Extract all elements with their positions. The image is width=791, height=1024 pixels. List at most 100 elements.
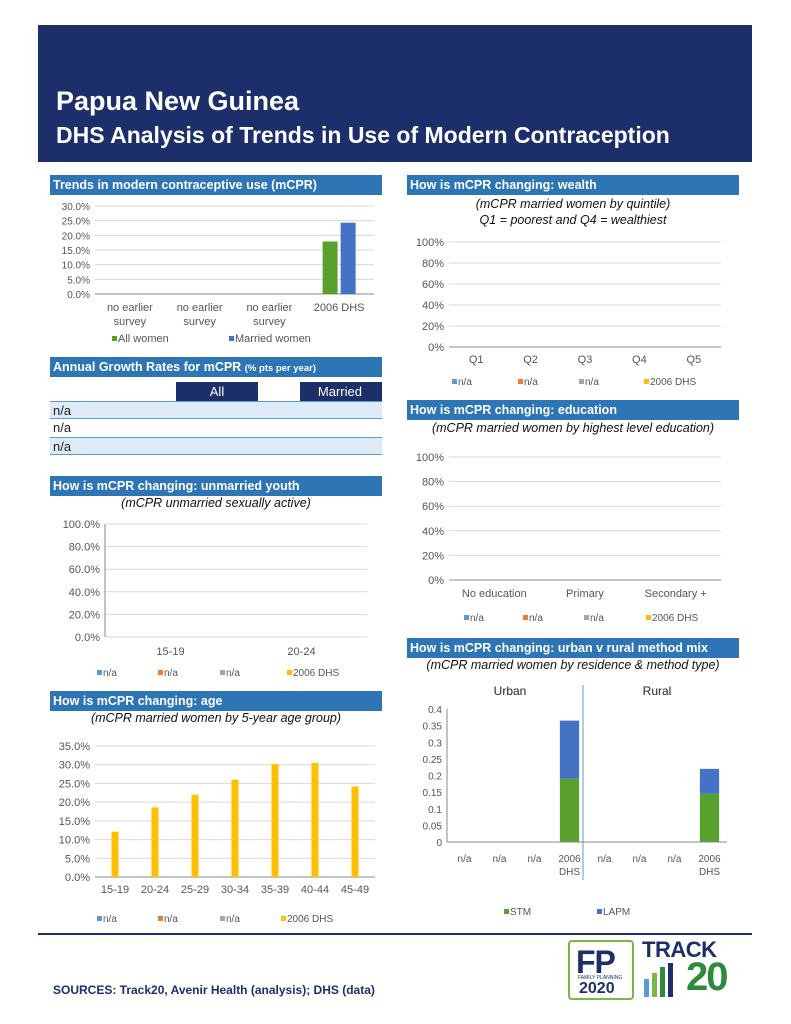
legend-swatch bbox=[158, 670, 163, 675]
legend-swatch bbox=[287, 670, 292, 675]
x-tick-label: n/a bbox=[528, 854, 542, 865]
x-tick-label: DHS bbox=[699, 867, 720, 878]
x-tick-label: 25-29 bbox=[181, 884, 209, 896]
legend-swatch bbox=[597, 909, 602, 914]
group-label-rural: Rural bbox=[643, 684, 672, 698]
y-tick-label: 20% bbox=[422, 550, 444, 562]
y-tick-label: 5.0% bbox=[67, 275, 90, 286]
y-tick-label: 15.0% bbox=[62, 246, 90, 257]
x-tick-label: No education bbox=[462, 588, 527, 600]
legend-swatch bbox=[584, 615, 589, 620]
legend-swatch bbox=[220, 916, 225, 921]
legend-label: n/a bbox=[470, 613, 484, 624]
fp-logo-letters: FP bbox=[576, 944, 616, 980]
x-tick-label: survey bbox=[253, 316, 286, 328]
legend-label: 2006 DHS bbox=[650, 377, 696, 388]
x-tick-label: Secondary + bbox=[645, 588, 707, 600]
y-tick-label: 5.0% bbox=[65, 853, 90, 865]
y-tick-label: 40% bbox=[422, 526, 444, 538]
youth-panel-header: How is mCPR changing: unmarried youth bbox=[50, 476, 382, 496]
y-tick-label: 100% bbox=[416, 237, 444, 249]
x-tick-label: survey bbox=[114, 316, 147, 328]
report-subtitle: DHS Analysis of Trends in Use of Modern … bbox=[56, 122, 670, 148]
age-chart: 0.0% 5.0% 10.0% 15.0% 20.0% 25.0% 30.0% 35.0% 15… bbox=[59, 741, 375, 925]
growth-title-unit: (% pts per year) bbox=[244, 363, 316, 374]
legend-label: n/a bbox=[226, 668, 240, 679]
y-tick-label: 30.0% bbox=[59, 760, 90, 772]
x-tick-label: Q3 bbox=[578, 354, 593, 366]
legend-swatch bbox=[220, 670, 225, 675]
x-tick-label: 15-19 bbox=[156, 646, 184, 658]
legend-swatch bbox=[97, 916, 102, 921]
legend-label: n/a bbox=[164, 668, 178, 679]
x-tick-label: n/a bbox=[633, 854, 647, 865]
footer-divider bbox=[38, 933, 752, 935]
method-chart: 0 0.05 0.1 0.15 0.2 0.25 0.3 0.35 0.4 n/a n/a n/a 20… bbox=[423, 684, 727, 918]
x-tick-label: 35-39 bbox=[261, 884, 289, 896]
track20-logo: TRACK 20 bbox=[640, 937, 748, 999]
legend-label: Married women bbox=[235, 333, 311, 345]
x-tick-label: no earlier bbox=[177, 302, 223, 314]
x-tick-label: 20-24 bbox=[287, 646, 315, 658]
sources-text: SOURCES: Track20, Avenir Health (analysi… bbox=[53, 983, 375, 997]
age-panel-header: How is mCPR changing: age bbox=[50, 691, 382, 711]
y-tick-label: 40% bbox=[422, 300, 444, 312]
fp-logo-tagline: FAMILY PLANNING bbox=[578, 975, 623, 981]
y-tick-label: 0.3 bbox=[428, 738, 442, 749]
wealth-panel-header: How is mCPR changing: wealth bbox=[407, 175, 739, 195]
legend-swatch bbox=[452, 379, 457, 384]
x-tick-label: 15-19 bbox=[101, 884, 129, 896]
legend-label: 2006 DHS bbox=[652, 613, 698, 624]
x-tick-label: survey bbox=[183, 316, 216, 328]
y-tick-label: 10.0% bbox=[59, 835, 90, 847]
legend-label: n/a bbox=[164, 914, 178, 925]
y-tick-label: 25.0% bbox=[59, 778, 90, 790]
age-subtitle: (mCPR married women by 5-year age group) bbox=[90, 711, 342, 725]
growth-col-all: All bbox=[176, 382, 258, 401]
bar-stm bbox=[699, 793, 720, 842]
method-subtitle: (mCPR married women by residence & metho… bbox=[426, 658, 720, 672]
growth-panel-header: Annual Growth Rates for mCPR (% pts per … bbox=[50, 357, 382, 377]
y-tick-label: 0.15 bbox=[423, 788, 443, 799]
y-tick-label: 15.0% bbox=[59, 816, 90, 828]
x-tick-label: n/a bbox=[668, 854, 682, 865]
bar bbox=[191, 794, 199, 877]
y-tick-label: 80.0% bbox=[69, 542, 100, 554]
x-tick-label: n/a bbox=[493, 854, 507, 865]
education-panel-header: How is mCPR changing: education bbox=[407, 400, 739, 420]
legend-label: All women bbox=[118, 333, 169, 345]
method-panel-header: How is mCPR changing: urban v rural meth… bbox=[407, 638, 739, 658]
x-tick-label: no earlier bbox=[246, 302, 292, 314]
bar bbox=[271, 763, 279, 877]
wealth-subtitle-note: Q1 = poorest and Q4 = wealthiest bbox=[479, 213, 667, 227]
y-tick-label: 0.4 bbox=[428, 705, 442, 716]
legend-label: n/a bbox=[524, 377, 538, 388]
y-tick-label: 20.0% bbox=[69, 609, 100, 621]
growth-row: n/a bbox=[50, 437, 382, 455]
legend-swatch bbox=[523, 615, 528, 620]
y-tick-label: 60% bbox=[422, 279, 444, 291]
growth-col-married: Married bbox=[300, 382, 382, 401]
legend-label: 2006 DHS bbox=[287, 914, 333, 925]
x-tick-label: Q2 bbox=[523, 354, 538, 366]
legend-swatch bbox=[112, 336, 117, 341]
y-tick-label: 20.0% bbox=[62, 231, 90, 242]
y-tick-label: 40.0% bbox=[69, 587, 100, 599]
bar bbox=[311, 762, 319, 877]
bar-lapm bbox=[699, 768, 720, 794]
legend-swatch bbox=[646, 615, 651, 620]
legend-swatch bbox=[644, 379, 649, 384]
y-tick-label: 0.0% bbox=[67, 290, 90, 301]
y-tick-label: 80% bbox=[422, 258, 444, 270]
track20-logo-word: TRACK bbox=[642, 937, 717, 962]
bar bbox=[322, 241, 338, 294]
growth-row: n/a bbox=[53, 420, 72, 435]
y-tick-label: 20% bbox=[422, 321, 444, 333]
legend-label: STM bbox=[510, 907, 531, 918]
y-tick-label: 0.35 bbox=[423, 722, 443, 733]
bar bbox=[351, 786, 359, 877]
legend-swatch bbox=[464, 615, 469, 620]
x-tick-label: DHS bbox=[559, 867, 580, 878]
legend-swatch bbox=[504, 909, 509, 914]
x-tick-label: Primary bbox=[566, 588, 604, 600]
